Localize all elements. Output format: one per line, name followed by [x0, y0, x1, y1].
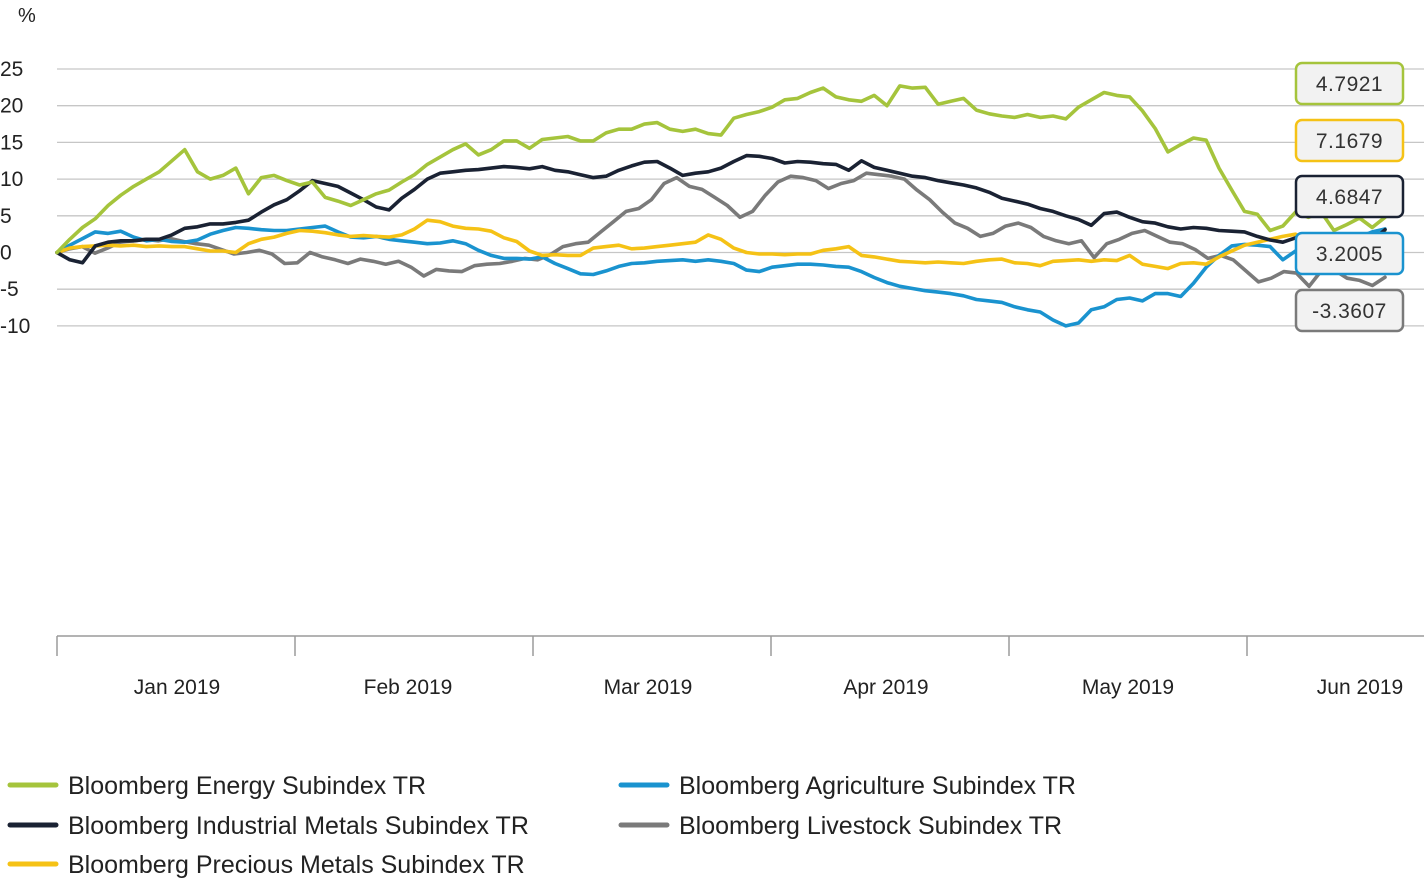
series-line-1 [55, 153, 1387, 265]
end-label-value: 4.6847 [1316, 186, 1383, 209]
series-line-3 [55, 224, 1387, 328]
legend-item: Bloomberg Energy Subindex TR [7, 772, 426, 800]
end-label-frame [1294, 61, 1405, 106]
legend-label: Bloomberg Energy Subindex TR [68, 772, 426, 800]
legend: Bloomberg Energy Subindex TR Bloomberg In… [7, 772, 1076, 879]
y-tick-label: 25 [0, 58, 23, 81]
series-line-4 [55, 171, 1387, 289]
end-label-frame [1294, 118, 1405, 163]
legend-item: Bloomberg Agriculture Subindex TR [618, 772, 1076, 800]
x-tick-label: Mar 2019 [604, 676, 693, 699]
end-label-value: 3.2005 [1316, 243, 1383, 266]
end-label-value: 7.1679 [1316, 130, 1383, 153]
x-tick-label: May 2019 [1082, 676, 1174, 699]
end-label-box: -3.3607 [1294, 288, 1405, 333]
y-tick-label: -10 [0, 315, 30, 338]
end-label-frame [1294, 174, 1405, 219]
end-label-frame [1294, 288, 1405, 333]
end-label-value: -3.3607 [1312, 300, 1387, 323]
y-tick-label: 10 [0, 168, 23, 191]
end-label-box: 7.1679 [1294, 118, 1405, 163]
legend-label: Bloomberg Industrial Metals Subindex TR [68, 812, 529, 840]
end-label-box: 4.6847 [1294, 174, 1405, 219]
end-label-frame [1294, 231, 1405, 276]
legend-label: Bloomberg Agriculture Subindex TR [679, 772, 1076, 800]
series-line-2 [55, 218, 1387, 271]
x-axis: Jan 2019 Feb 2019 Mar 2019 Apr 2019 May 2019… [56, 635, 1424, 699]
x-tick-label: Jun 2019 [1317, 676, 1403, 699]
y-tick-label: 5 [0, 205, 12, 228]
legend-label: Bloomberg Livestock Subindex TR [679, 812, 1062, 840]
y-tick-label: -5 [0, 278, 19, 301]
legend-label: Bloomberg Precious Metals Subindex TR [68, 851, 525, 879]
y-axis-unit: % [18, 5, 36, 27]
end-value-labels: 4.7921 7.1679 4.6847 3.2005 -3.3607 [1294, 61, 1405, 333]
x-tick-label: Jan 2019 [134, 676, 220, 699]
series-lines [55, 84, 1387, 328]
y-tick-label: 0 [0, 242, 12, 265]
legend-item: Bloomberg Precious Metals Subindex TR [7, 851, 525, 879]
legend-item: Bloomberg Industrial Metals Subindex TR [7, 812, 529, 840]
x-tick-label: Apr 2019 [843, 676, 928, 699]
y-tick-label: 20 [0, 95, 23, 118]
gridlines [57, 68, 1424, 327]
y-axis-ticks: 25 20 15 10 5 0 -5 -10 [0, 58, 30, 338]
y-tick-label: 15 [0, 131, 23, 154]
end-label-box: 3.2005 [1294, 231, 1405, 276]
end-label-value: 4.7921 [1316, 73, 1383, 96]
series-line-0 [55, 84, 1387, 255]
x-tick-label: Feb 2019 [364, 676, 453, 699]
end-label-box: 4.7921 [1294, 61, 1405, 106]
legend-item: Bloomberg Livestock Subindex TR [618, 812, 1062, 840]
